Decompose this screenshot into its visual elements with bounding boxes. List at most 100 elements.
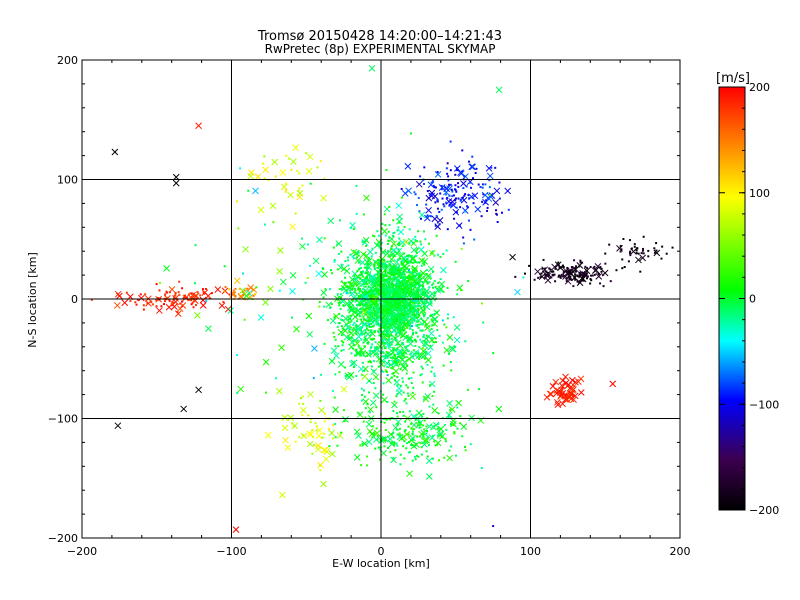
data-point-cross [440,266,447,274]
data-point-dot [420,453,423,456]
data-point-dot [391,367,394,370]
data-point-cross [495,405,503,413]
data-point-dot [194,304,197,307]
y-tick-label: 100 [57,174,78,187]
data-point-dot [384,224,387,227]
data-point-dot [344,260,347,263]
data-point-dot [375,345,378,348]
data-point-dot [464,449,467,452]
data-point-dot [403,306,406,309]
data-point-cross [428,189,436,197]
data-point-dot [635,249,638,252]
data-point-dot [336,293,339,296]
data-point-cross [562,373,569,381]
data-point-cross [163,265,170,272]
data-point-dot [420,415,423,418]
data-point-dot [482,321,485,324]
data-point-dot [135,303,138,306]
data-point-dot [419,295,422,298]
data-point-dot [498,181,501,184]
data-point-dot [540,272,543,275]
data-point-dot [390,299,393,302]
data-point-dot [559,276,562,279]
data-point-cross [369,273,376,280]
data-point-dot [407,312,410,315]
data-point-dot [313,444,316,447]
data-point-cross [434,439,442,447]
data-point-dot [382,393,385,396]
data-point-cross [180,405,188,413]
data-point-cross [551,263,558,271]
data-point-dot [461,196,464,199]
data-point-dot [481,183,484,186]
data-point-cross [317,461,324,469]
data-point-dot [323,413,326,416]
data-point-dot [412,289,415,292]
data-point-dot [447,179,450,182]
data-point-dot [340,431,343,434]
data-point-dot [136,298,139,301]
data-point-dot [378,268,381,271]
data-point-dot [316,445,319,448]
data-point-dot [385,275,388,278]
data-point-cross [418,211,426,219]
data-point-cross [395,217,403,225]
data-point-dot [439,427,442,430]
data-point-dot [160,305,163,308]
data-point-dot [438,334,441,337]
data-point-dot [416,435,419,438]
data-point-dot [353,287,356,290]
data-point-dot [405,311,408,314]
data-point-dot [420,340,423,343]
data-point-dot [395,395,398,398]
data-point-dot [347,264,350,267]
data-point-dot [414,238,417,241]
data-point-dot [399,327,402,330]
data-point-dot [357,251,360,254]
data-point-dot [425,450,428,453]
data-point-dot [348,337,351,340]
data-point-cross [431,406,439,414]
data-point-cross [195,386,202,394]
data-point-dot [417,352,420,355]
data-point-dot [364,323,367,326]
data-point-dot [593,265,596,268]
data-point-dot [441,319,444,322]
data-point-dot [386,300,389,303]
data-point-dot [397,280,400,283]
data-point-dot [181,300,184,303]
data-point-dot [369,262,372,265]
data-point-dot [336,444,339,447]
data-point-cross [168,286,176,293]
data-point-dot [168,299,171,302]
data-point-dot [409,293,412,296]
data-point-dot [361,443,364,446]
data-point-dot [396,392,399,395]
data-point-dot [593,273,596,276]
data-point-dot [159,297,162,300]
data-point-dot [348,305,351,308]
data-point-dot [566,266,569,269]
data-point-dot [398,281,401,284]
data-point-dot [417,320,420,323]
data-point-dot [629,250,632,253]
data-point-dot [392,267,395,270]
data-point-dot [619,250,622,253]
data-point-dot [377,330,380,333]
data-point-cross [393,258,401,266]
data-point-dot [374,312,377,315]
data-point-cross [174,310,182,318]
data-point-cross [353,453,361,461]
data-point-dot [263,223,266,226]
data-point-dot [539,276,542,279]
data-point-dot [385,418,388,421]
data-point-dot [448,194,451,197]
data-point-dot [406,326,409,329]
data-point-dot [359,308,362,311]
data-point-dot [585,272,588,275]
data-point-dot [412,371,415,374]
data-point-dot [469,443,472,446]
data-point-cross [432,421,440,429]
data-point-dot [333,260,336,263]
data-point-dot [391,274,394,277]
